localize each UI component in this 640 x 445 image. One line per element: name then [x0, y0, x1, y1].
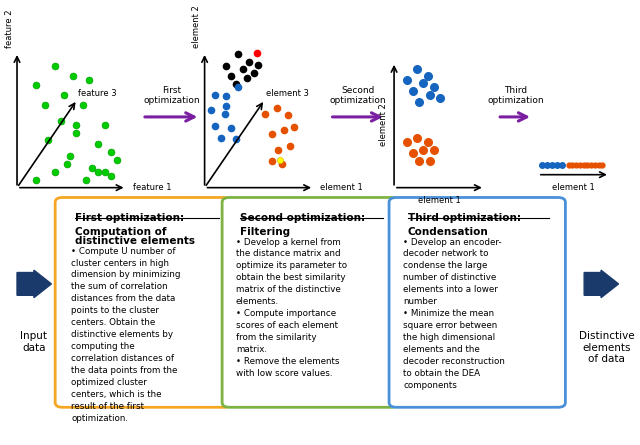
Text: element 3: element 3 [266, 89, 308, 98]
Text: element 2: element 2 [379, 103, 388, 146]
Text: feature 2: feature 2 [5, 10, 14, 48]
Text: Second
optimization: Second optimization [330, 86, 386, 105]
Text: Input
data: Input data [20, 331, 47, 353]
Text: element 1: element 1 [418, 195, 461, 205]
Text: Condensation: Condensation [408, 227, 488, 237]
Text: feature 1: feature 1 [132, 183, 171, 192]
Text: element 1: element 1 [552, 182, 595, 191]
FancyArrow shape [584, 270, 618, 298]
Text: • Compute U number of
cluster centers in high
dimension by minimizing
the sum of: • Compute U number of cluster centers in… [72, 247, 181, 423]
Text: element 1: element 1 [320, 183, 363, 192]
Text: element 2: element 2 [193, 5, 202, 48]
FancyBboxPatch shape [389, 198, 565, 407]
Text: • Develop an encoder-
decoder network to
condense the large
number of distinctiv: • Develop an encoder- decoder network to… [403, 238, 506, 390]
FancyBboxPatch shape [55, 198, 232, 407]
Text: feature 3: feature 3 [78, 89, 117, 98]
Text: Distinctive
elements
of data: Distinctive elements of data [579, 331, 634, 364]
Text: Third
optimization: Third optimization [487, 86, 544, 105]
Text: Third optimization:: Third optimization: [408, 213, 521, 223]
Text: First optimization:: First optimization: [75, 213, 184, 223]
Text: First
optimization: First optimization [143, 86, 200, 105]
Text: Computation of: Computation of [75, 227, 166, 237]
FancyArrow shape [17, 270, 51, 298]
Text: • Develop a kernel from
the distance matrix and
optimize its parameter to
obtain: • Develop a kernel from the distance mat… [236, 238, 347, 378]
Text: distinctive elements: distinctive elements [75, 235, 195, 246]
Text: Second optimization:: Second optimization: [240, 213, 365, 223]
Text: Filtering: Filtering [240, 227, 291, 237]
FancyBboxPatch shape [222, 198, 399, 407]
